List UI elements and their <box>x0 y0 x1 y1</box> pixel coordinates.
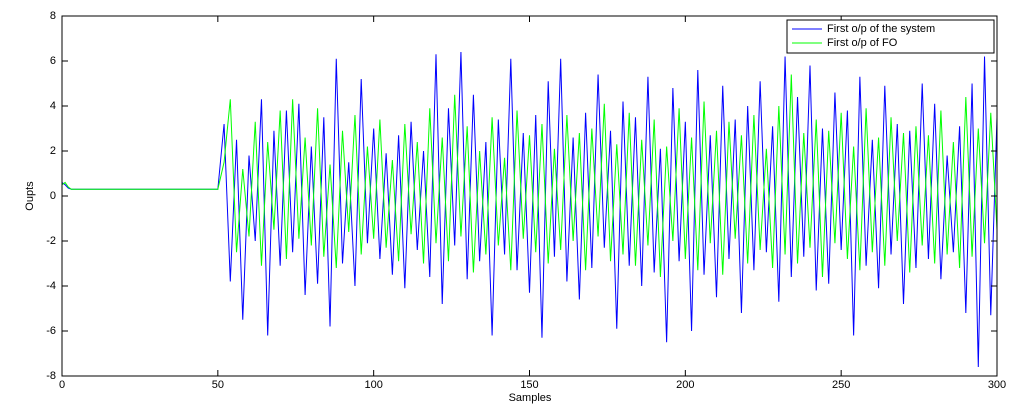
y-tick-label: 0 <box>50 190 56 202</box>
x-tick-label: 300 <box>988 379 1006 391</box>
y-axis-label: Oupts <box>24 181 36 211</box>
y-tick-label: 6 <box>50 55 56 67</box>
y-tick-label: -4 <box>46 280 56 292</box>
y-tick-label: -2 <box>46 235 56 247</box>
y-tick-label: 8 <box>50 10 56 22</box>
series-line <box>61 74 998 278</box>
legend-label: First o/p of FO <box>827 37 898 49</box>
x-tick-label: 200 <box>676 379 694 391</box>
y-tick-label: 2 <box>50 145 56 157</box>
series-line <box>61 51 998 368</box>
x-tick-label: 0 <box>59 379 65 391</box>
legend-box <box>786 19 995 54</box>
x-tick-label: 250 <box>832 379 850 391</box>
x-tick-label: 150 <box>520 379 538 391</box>
legend-label: First o/p of the system <box>827 23 935 35</box>
y-tick-label: -6 <box>46 325 56 337</box>
y-tick-label: -8 <box>46 370 56 382</box>
x-tick-label: 50 <box>212 379 224 391</box>
y-tick-label: 4 <box>50 100 56 112</box>
x-tick-label: 100 <box>364 379 382 391</box>
x-axis-label: Samples <box>509 392 552 404</box>
